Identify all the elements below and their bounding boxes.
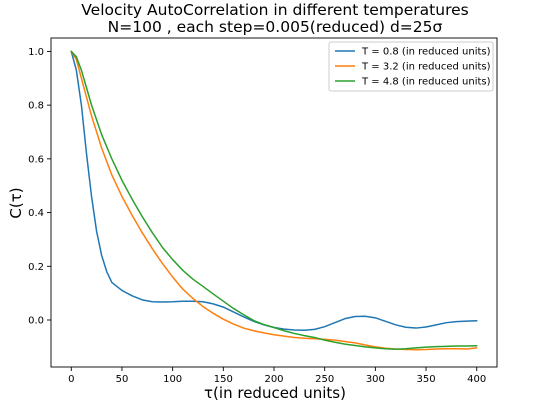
x-tick-label: 200 [264, 374, 283, 385]
legend-box [328, 41, 494, 92]
y-axis-label: C(τ) [7, 187, 25, 218]
y-tick-label: 0.6 [28, 154, 44, 165]
legend-label-3: T = 4.8 (in reduced units) [361, 77, 491, 88]
y-tick-label: 0.2 [28, 262, 44, 273]
x-tick-label: 250 [315, 374, 334, 385]
x-axis-label: τ(in reduced units) [204, 384, 346, 402]
legend: T = 0.8 (in reduced units) T = 3.2 (in re… [328, 41, 494, 92]
x-tick-label: 400 [467, 374, 486, 385]
x-tick-label: 350 [416, 374, 435, 385]
chart-title-line2: N=100 , each step=0.005(reduced) d=25σ [108, 18, 443, 36]
legend-label-1: T = 0.8 (in reduced units) [361, 47, 491, 58]
x-tick-label: 300 [366, 374, 385, 385]
y-tick-label: 0.4 [28, 208, 44, 219]
y-tick-label: 0.0 [28, 316, 44, 327]
y-tick-label: 1.0 [28, 47, 44, 58]
axes: 0 50 100 150 200 250 300 350 400 0.0 0.2 0.4 0.6 0.8 1… [28, 37, 498, 385]
plot-area [70, 50, 478, 351]
series-line-3 [70, 50, 478, 351]
legend-label-2: T = 3.2 (in reduced units) [361, 62, 491, 73]
chart-title-line1: Velocity AutoCorrelation in different te… [81, 1, 468, 19]
x-tick-label: 150 [214, 374, 233, 385]
y-tick-label: 0.8 [28, 101, 44, 112]
series-line-2 [70, 50, 478, 351]
x-tick-label: 0 [68, 374, 74, 385]
x-tick-label: 100 [163, 374, 182, 385]
x-tick-label: 50 [116, 374, 129, 385]
